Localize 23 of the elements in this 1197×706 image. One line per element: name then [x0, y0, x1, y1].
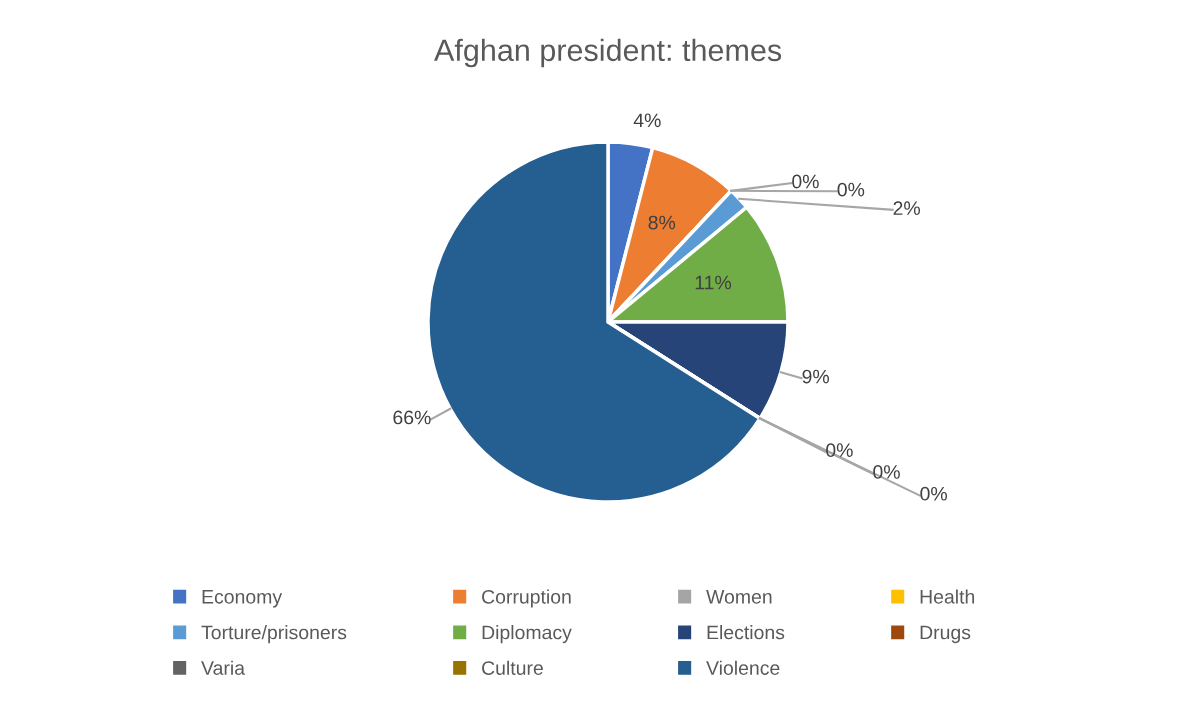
legend-label: Corruption	[482, 589, 571, 608]
legend-label: Torture/prisoners	[201, 625, 347, 644]
legend-label: Elections	[707, 625, 785, 640]
legend-label: Varia	[201, 660, 245, 675]
data-label: 2%	[893, 201, 920, 215]
text: 0%	[792, 174, 819, 189]
legend-label: Diplomacy	[482, 625, 572, 644]
legend-label: Economy	[202, 590, 283, 608]
data-label: 8%	[648, 215, 676, 230]
text: 0%	[873, 465, 900, 479]
legend-label: Women	[706, 590, 772, 604]
text: 0%	[837, 182, 865, 197]
legend-label: Health	[920, 589, 975, 604]
legend-label: Drugs	[920, 625, 971, 644]
data-label: 4%	[633, 113, 661, 128]
text: 0%	[826, 443, 853, 458]
legend-label: Violence	[706, 660, 780, 675]
chart-title: Afghan president: themes	[434, 38, 782, 68]
data-label: 66%	[393, 410, 431, 425]
legend-label: Culture	[482, 660, 543, 675]
data-label: 9%	[802, 369, 830, 384]
data-label: 11%	[695, 275, 732, 290]
text: 0%	[920, 486, 947, 501]
